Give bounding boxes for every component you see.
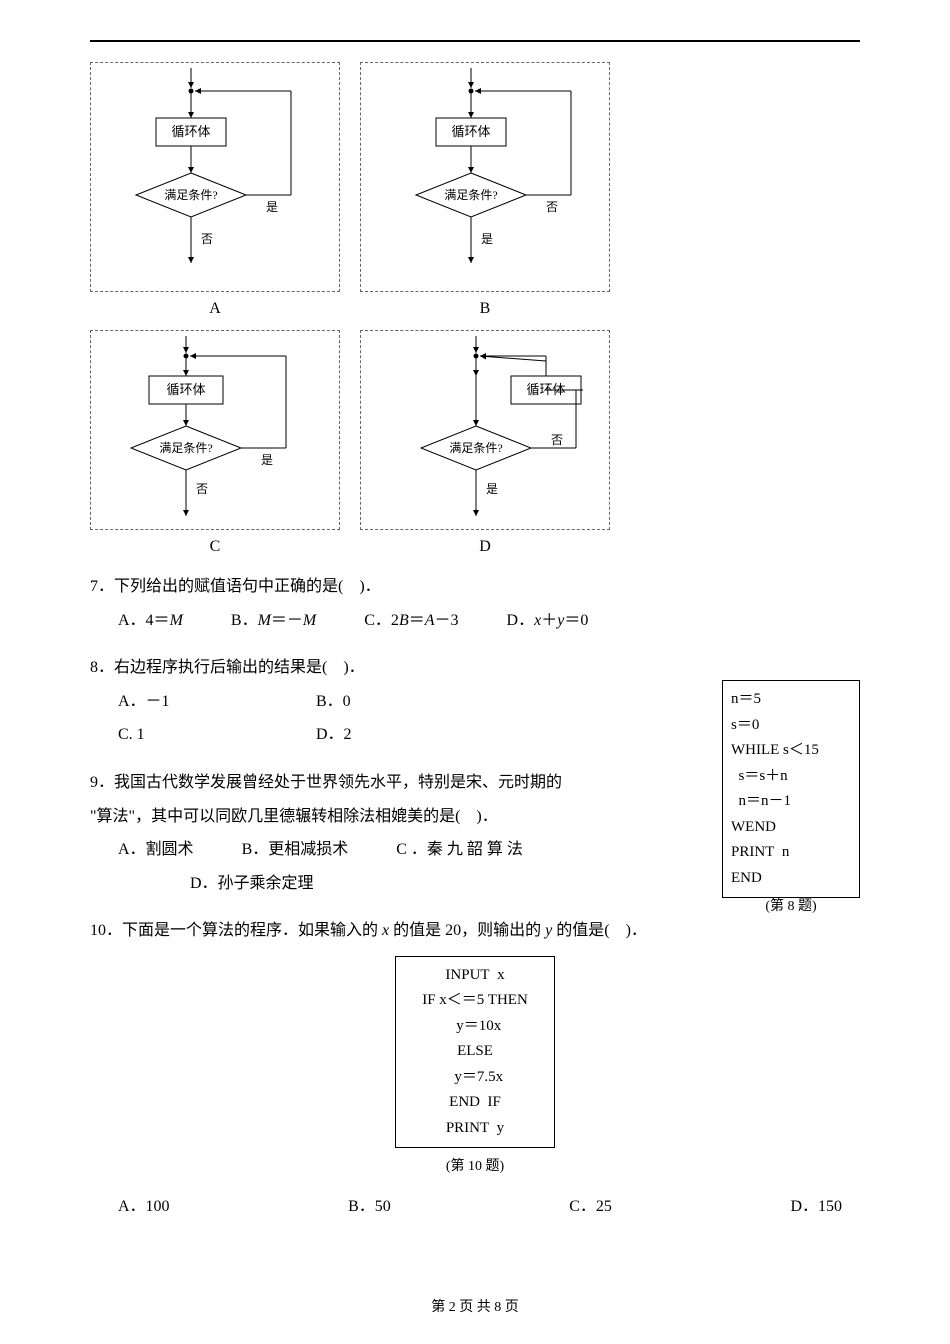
q9-line2: "算法"，其中可以同欧几里德辗转相除法相媲美的是( )． xyxy=(90,800,700,834)
q8-opt-d: D．2 xyxy=(316,718,352,752)
page-footer: 第 2 页 共 8 页 xyxy=(0,1296,950,1316)
label-a: A xyxy=(90,300,340,318)
q7-text: 7．下列给出的赋值语句中正确的是( )． xyxy=(90,570,860,604)
q8-options: A．－1 B．0 xyxy=(118,685,700,719)
q10-code-l1: INPUT x xyxy=(404,963,546,989)
q10-code-l2: IF x＜＝5 THEN xyxy=(404,988,546,1014)
q8-code-l3: WHILE s＜15 xyxy=(731,738,851,764)
code-box-q8: n＝5 s＝0 WHILE s＜15 s＝s＋n n＝n－1 WEND PRIN… xyxy=(722,680,860,898)
q10-opt-a: A．100 xyxy=(118,1190,170,1224)
q9-opt-b: B．更相减损术 xyxy=(242,833,349,867)
label-b: B xyxy=(360,300,610,318)
label-d: D xyxy=(360,538,610,556)
flowchart-c: 循环体 满足条件? 是 否 xyxy=(90,330,340,530)
q8-opt-b: B．0 xyxy=(316,685,351,719)
flowchart-a: 循环体 满足条件? 是 否 xyxy=(90,62,340,292)
q8-opt-a: A．－1 xyxy=(118,685,268,719)
q8-text: 8．右边程序执行后输出的结果是( )． xyxy=(90,651,700,685)
svg-text:否: 否 xyxy=(196,482,208,496)
q8-options-2: C. 1 D．2 xyxy=(118,718,700,752)
q10-code-l4: ELSE xyxy=(404,1039,546,1065)
code-box-q10: INPUT x IF x＜＝5 THEN y＝10x ELSE y＝7.5x E… xyxy=(395,956,555,1149)
page-top-rule xyxy=(90,40,860,42)
svg-text:满足条件?: 满足条件? xyxy=(444,188,497,202)
q10-opt-c: C．25 xyxy=(569,1190,612,1224)
svg-text:循环体: 循环体 xyxy=(166,382,205,397)
q8-caption: (第 8 题) xyxy=(722,895,860,915)
svg-text:满足条件?: 满足条件? xyxy=(449,441,502,455)
svg-text:是: 是 xyxy=(266,200,278,214)
q8-code-l8: END xyxy=(731,866,851,892)
diagram-labels-1: A B xyxy=(90,300,860,318)
q8-opt-c: C. 1 xyxy=(118,718,268,752)
q8-code-l1: n＝5 xyxy=(731,687,851,713)
diagram-labels-2: C D xyxy=(90,538,860,556)
svg-text:否: 否 xyxy=(201,232,213,246)
svg-text:是: 是 xyxy=(486,482,498,496)
diagrams-row-2: 循环体 满足条件? 是 否 循环体 满足条件? 否 xyxy=(90,330,860,530)
q10-options: A．100 B．50 C．25 D．150 xyxy=(118,1190,842,1224)
q8-code-l7: PRINT n xyxy=(731,840,851,866)
q8-code-l2: s＝0 xyxy=(731,713,851,739)
svg-text:循环体: 循环体 xyxy=(451,124,490,139)
q10-text: 10．下面是一个算法的程序．如果输入的 x 的值是 20，则输出的 y 的值是(… xyxy=(90,914,860,948)
loop-body-text: 循环体 xyxy=(171,124,210,139)
q7-opt-b: B．M＝－M xyxy=(231,604,316,638)
svg-text:是: 是 xyxy=(481,232,493,246)
svg-text:否: 否 xyxy=(546,200,558,214)
q7-options: A．4＝M B．M＝－M C．2B＝A－3 D．x＋y＝0 xyxy=(118,604,860,638)
q7-opt-c: C．2B＝A－3 xyxy=(364,604,458,638)
flowchart-d: 循环体 满足条件? 否 是 xyxy=(360,330,610,530)
q10-opt-b: B．50 xyxy=(348,1190,391,1224)
q8-code-l4: s＝s＋n xyxy=(731,764,851,790)
q9-opt-d: D．孙子乘余定理 xyxy=(190,867,314,901)
q10-code-l7: PRINT y xyxy=(404,1116,546,1142)
label-c: C xyxy=(90,538,340,556)
q8-code-l5: n＝n－1 xyxy=(731,789,851,815)
q10-opt-d: D．150 xyxy=(790,1190,842,1224)
q9-opt-c: C ．秦 九 韶 算 法 xyxy=(396,833,523,867)
q8-code-l6: WEND xyxy=(731,815,851,841)
svg-text:否: 否 xyxy=(551,433,563,447)
q9-options: A．割圆术 B．更相减损术 C ．秦 九 韶 算 法 xyxy=(118,833,700,867)
q9-options-2: D．孙子乘余定理 xyxy=(190,867,700,901)
svg-text:是: 是 xyxy=(261,453,273,467)
svg-text:满足条件?: 满足条件? xyxy=(159,441,212,455)
svg-text:满足条件?: 满足条件? xyxy=(164,188,217,202)
q9-opt-a: A．割圆术 xyxy=(118,833,194,867)
question-7: 7．下列给出的赋值语句中正确的是( )． A．4＝M B．M＝－M C．2B＝A… xyxy=(90,570,860,637)
question-10: 10．下面是一个算法的程序．如果输入的 x 的值是 20，则输出的 y 的值是(… xyxy=(90,914,860,1223)
q10-code-l5: y＝7.5x xyxy=(404,1065,546,1091)
q7-opt-a: A．4＝M xyxy=(118,604,183,638)
q10-caption: (第 10 题) xyxy=(90,1152,860,1181)
q9-line1: 9．我国古代数学发展曾经处于世界领先水平，特别是宋、元时期的 xyxy=(90,766,700,800)
q10-code-l6: END IF xyxy=(404,1090,546,1116)
flowchart-b: 循环体 满足条件? 否 是 xyxy=(360,62,610,292)
q10-code-l3: y＝10x xyxy=(404,1014,546,1040)
diagrams-row-1: 循环体 满足条件? 是 否 循环体 满足条件? 否 xyxy=(90,62,860,292)
q7-opt-d: D．x＋y＝0 xyxy=(507,604,589,638)
